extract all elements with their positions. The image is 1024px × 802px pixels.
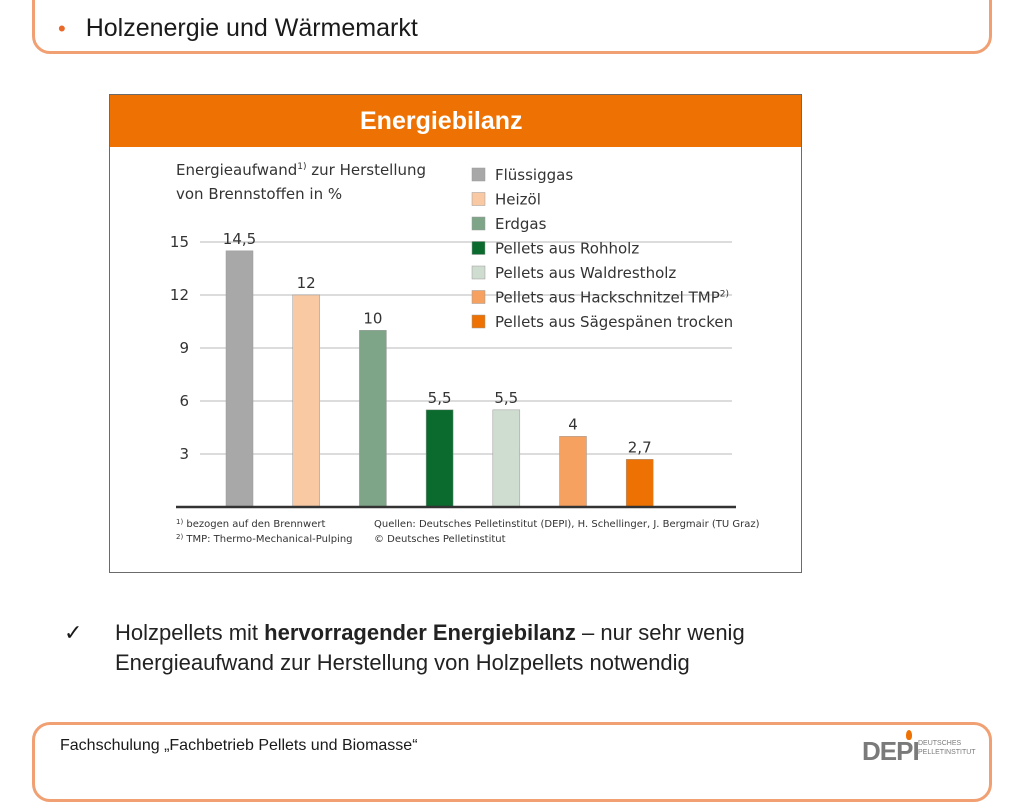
check-bullet-text: Holzpellets mit hervorragender Energiebi… bbox=[115, 618, 815, 678]
checkmark-icon: ✓ bbox=[64, 620, 83, 645]
bar-value-label: 4 bbox=[568, 415, 578, 433]
bar-5 bbox=[492, 409, 521, 508]
legend-label: Pellets aus Rohholz bbox=[495, 240, 639, 258]
bar-value-label: 5,5 bbox=[494, 389, 518, 407]
y-axis-title-line1: Energieaufwand1) zur Herstellung bbox=[176, 161, 426, 179]
footnote: 1) bezogen auf den Brennwert bbox=[176, 518, 325, 530]
y-tick-label: 3 bbox=[179, 445, 189, 463]
legend-label: Pellets aus Hackschnitzel TMP2) bbox=[495, 289, 729, 307]
title-text: Holzenergie und Wärmemarkt bbox=[85, 14, 418, 42]
flame-icon bbox=[906, 730, 912, 740]
source-note: Quellen: Deutsches Pelletinstitut (DEPI)… bbox=[374, 519, 760, 530]
bar-6 bbox=[559, 436, 587, 508]
logo-subtitle: DEUTSCHES PELLETINSTITUT bbox=[918, 739, 976, 757]
bar-3 bbox=[359, 330, 387, 508]
bar-value-label: 10 bbox=[363, 309, 382, 327]
legend-swatch-1 bbox=[471, 167, 486, 182]
slide-title: • Holzenergie und Wärmemarkt bbox=[58, 14, 418, 43]
y-tick-label: 12 bbox=[170, 286, 189, 304]
bar-value-label: 14,5 bbox=[223, 230, 256, 248]
bar-2 bbox=[292, 294, 320, 508]
logo-wordmark: DEPI bbox=[862, 736, 920, 766]
bar-4 bbox=[425, 409, 454, 508]
y-tick-label: 9 bbox=[179, 339, 189, 357]
footer-frame bbox=[32, 722, 992, 802]
legend-swatch-3 bbox=[471, 216, 486, 231]
header-frame bbox=[32, 0, 992, 54]
bullet-text-bold: hervorragender Energiebilanz bbox=[264, 620, 576, 645]
y-tick-label: 6 bbox=[179, 392, 189, 410]
bar-7 bbox=[625, 459, 654, 508]
legend-label: Heizöl bbox=[495, 191, 541, 209]
bullet-text-after: – nur sehr wenig Energieaufwand zur Hers… bbox=[115, 620, 745, 675]
footnote: 2) TMP: Thermo-Mechanical-Pulping bbox=[176, 533, 353, 545]
legend-swatch-4 bbox=[471, 241, 486, 255]
y-tick-label: 15 bbox=[170, 233, 189, 251]
bullet-text-before: Holzpellets mit bbox=[115, 620, 265, 645]
legend-swatch-7 bbox=[471, 314, 486, 329]
bar-chart: Energieaufwand1) zur Herstellung von Bren… bbox=[170, 161, 760, 545]
legend-swatch-5 bbox=[471, 265, 486, 280]
bar-value-label: 5,5 bbox=[428, 389, 452, 407]
legend-swatch-6 bbox=[471, 290, 486, 304]
legend-label: Flüssiggas bbox=[495, 166, 573, 184]
chart-figure: Energiebilanz Energieaufwand1) zur Herst… bbox=[109, 94, 802, 573]
depi-logo: DEPI DEUTSCHES PELLETINSTITUT bbox=[862, 730, 976, 766]
legend-label: Erdgas bbox=[495, 215, 547, 233]
bar-1 bbox=[225, 250, 254, 508]
legend-label: Pellets aus Waldrestholz bbox=[495, 264, 676, 282]
legend-label: Pellets aus Sägespänen trocken bbox=[495, 313, 733, 331]
y-axis-title-line2: von Brennstoffen in % bbox=[176, 185, 342, 203]
title-bullet: • bbox=[58, 16, 66, 41]
footer-text: Fachschulung „Fachbetrieb Pellets und Bi… bbox=[60, 737, 418, 754]
logo-sub-line2: PELLETINSTITUT bbox=[918, 749, 976, 756]
source-note: © Deutsches Pelletinstitut bbox=[374, 534, 506, 545]
chart-title: Energiebilanz bbox=[110, 95, 801, 147]
logo-sub-line1: DEUTSCHES bbox=[918, 740, 962, 747]
bar-value-label: 2,7 bbox=[628, 438, 652, 456]
bar-value-label: 12 bbox=[297, 274, 316, 292]
legend-swatch-2 bbox=[471, 192, 486, 206]
